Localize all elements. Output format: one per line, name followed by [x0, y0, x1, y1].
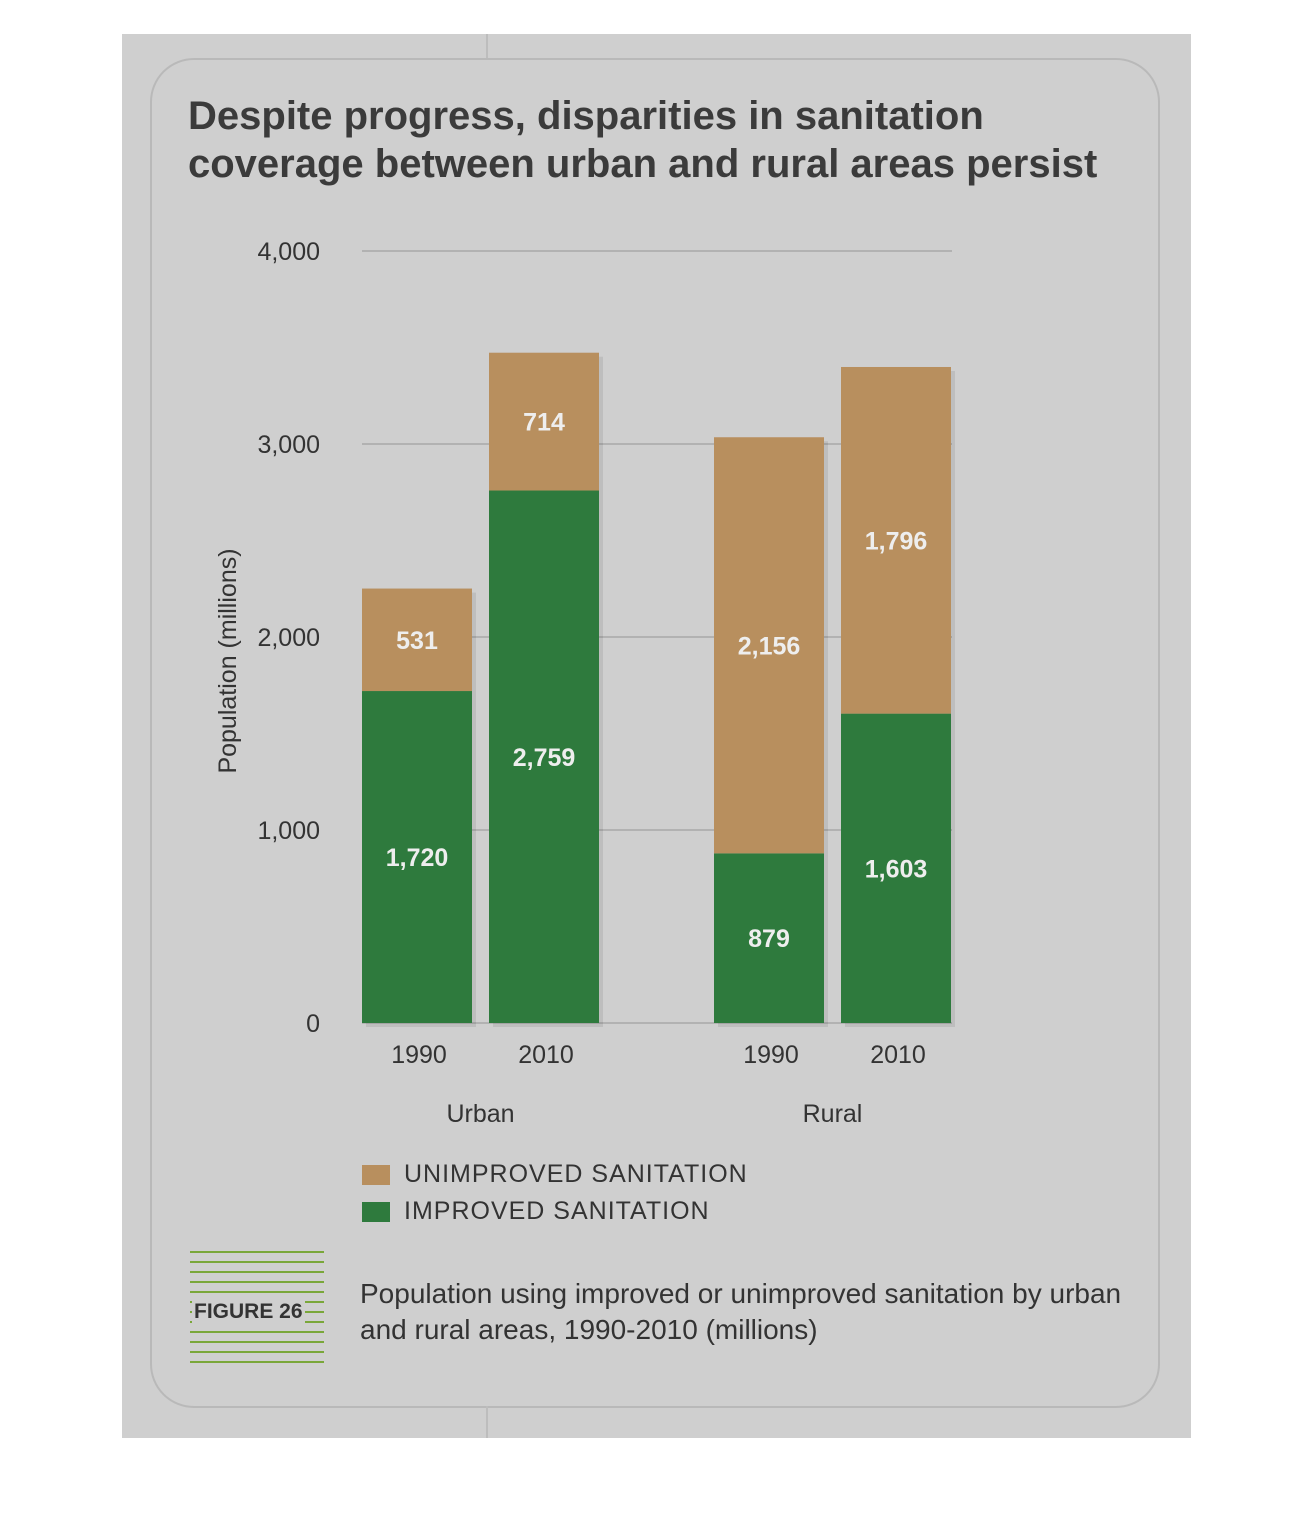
bar-unimproved [489, 352, 599, 491]
x-tick-label: 1990 [391, 1041, 447, 1069]
figure-caption: Population using improved or unimproved … [360, 1278, 1122, 1345]
data-label-improved: 2,759 [513, 744, 576, 772]
data-label-improved: 1,603 [865, 855, 928, 883]
figure-tag-rule [190, 1331, 324, 1333]
data-label-unimproved: 1,796 [865, 527, 928, 555]
figure-tag-rule [190, 1351, 324, 1353]
y-tick-label: 0 [306, 1010, 320, 1038]
bar-improved [841, 713, 951, 1023]
x-tick-label: 2010 [870, 1041, 926, 1069]
chart-legend: UNIMPROVED SANITATION IMPROVED SANITATIO… [362, 1156, 748, 1230]
group-label: Rural [803, 1100, 863, 1128]
divider-top [486, 34, 488, 58]
legend-label-unimproved: UNIMPROVED SANITATION [404, 1160, 748, 1188]
data-label-improved: 1,720 [386, 844, 449, 872]
y-tick-label: 1,000 [257, 817, 320, 845]
data-label-improved: 879 [748, 925, 790, 953]
legend-swatch-improved [362, 1201, 390, 1222]
page-background: Despite progress, disparities in sanitat… [122, 34, 1191, 1438]
legend-swatch-unimproved [362, 1164, 390, 1185]
bar-improved [714, 853, 824, 1023]
data-label-unimproved: 531 [396, 627, 438, 655]
figure-tag-rule [190, 1281, 324, 1283]
legend-item-improved: IMPROVED SANITATION [362, 1193, 748, 1230]
figure-label: FIGURE 26 [192, 1300, 305, 1324]
figure-panel [150, 58, 1160, 1408]
data-label-unimproved: 714 [523, 409, 565, 437]
figure-tag-rule [190, 1261, 324, 1263]
x-tick-label: 1990 [743, 1041, 799, 1069]
chart-title: Despite progress, disparities in sanitat… [188, 94, 1098, 186]
figure-tag-rule [190, 1341, 324, 1343]
y-tick-label: 4,000 [257, 238, 320, 266]
group-label: Urban [446, 1100, 514, 1128]
x-tick-label: 2010 [518, 1041, 574, 1069]
figure-tag-rule [190, 1361, 324, 1363]
legend-label-improved: IMPROVED SANITATION [404, 1197, 710, 1225]
figure-tag-rule [190, 1251, 324, 1253]
bar-unimproved [841, 366, 951, 714]
bar-unimproved [362, 588, 472, 692]
data-label-unimproved: 2,156 [738, 632, 801, 660]
y-tick-label: 3,000 [257, 431, 320, 459]
bar-improved [489, 490, 599, 1023]
bar-improved [362, 691, 472, 1023]
y-tick-label: 2,000 [257, 624, 320, 652]
bar-unimproved [714, 437, 824, 854]
figure-tag-rule [190, 1291, 324, 1293]
y-axis-label: Population (millions) [214, 548, 242, 773]
legend-item-unimproved: UNIMPROVED SANITATION [362, 1156, 748, 1193]
divider-bottom [486, 1406, 488, 1438]
figure-tag-rule [190, 1271, 324, 1273]
